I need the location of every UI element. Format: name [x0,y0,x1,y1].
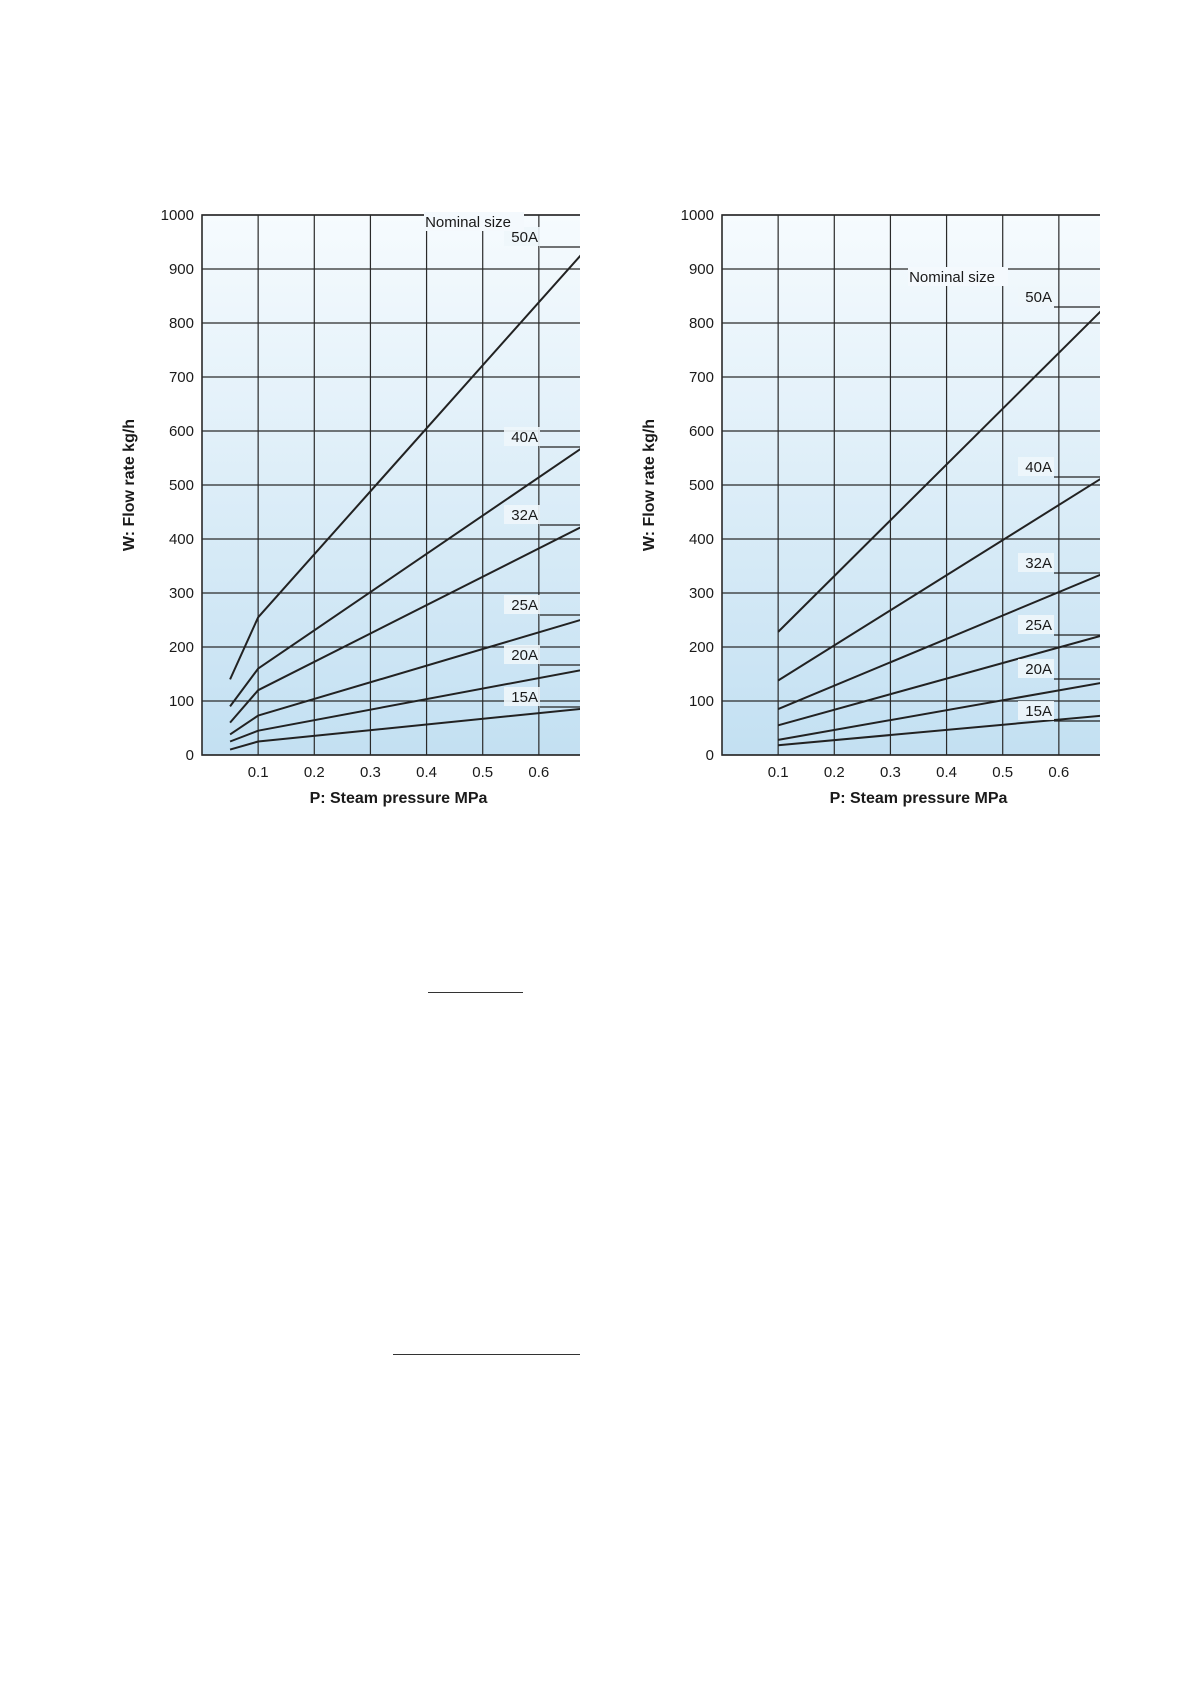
y-axis-label: W: Flow rate kg/h [641,419,658,551]
y-tick-label: 0 [706,747,714,764]
series-line-20a [229,669,580,743]
series-line-20a [777,682,1100,741]
y-tick-label: 800 [169,315,194,332]
y-tick-label: 400 [689,531,714,548]
x-tick-label: 0.4 [936,764,957,781]
y-tick-label: 300 [169,585,194,602]
y-tick-label: 600 [169,423,194,440]
series-label-bg [504,227,540,246]
x-tick-label: 0.5 [992,764,1013,781]
series-label-40a: 40A [1025,459,1052,476]
series-label-bg [504,645,540,664]
flow-rate-chart-right: 0 100 200 300 400 500 600 700 800 900 1000 0.1 0.2 0.… [641,207,1100,807]
series-label-bg [504,427,540,446]
nominal-size-header-bg [424,212,524,231]
series-label-40a: 40A [511,429,538,446]
x-tick-label: 0.4 [416,764,437,781]
y-tick-label: 900 [689,261,714,278]
y-tick-label: 1000 [161,207,194,224]
series-label-25a: 25A [511,597,538,614]
series-label-bg [504,687,540,706]
series-line-15a [778,714,1100,747]
x-axis-label: P: Steam pressure MPa [310,790,488,807]
nominal-size-header-bg [908,267,1008,286]
x-tick-label: 0.1 [768,764,789,781]
series-label-bg [1018,553,1054,572]
y-tick-label: 1000 [681,207,714,224]
series-line-50a [777,310,1100,633]
nominal-size-header: Nominal size [909,269,995,286]
grid [202,214,580,756]
y-tick-label: 100 [689,693,714,710]
x-tick-label: 0.3 [360,764,381,781]
x-tick-label: 0.5 [472,764,493,781]
series-label-50a: 50A [511,229,538,246]
series-label-bg [504,505,540,524]
y-tick-label: 500 [169,477,194,494]
y-axis-label: W: Flow rate kg/h [121,419,138,551]
y-tick-label: 700 [689,369,714,386]
x-tick-label: 0.3 [880,764,901,781]
series-label-bg [1018,287,1054,306]
x-tick-label: 0.6 [1048,764,1069,781]
y-tick-label: 0 [186,747,194,764]
y-tick-label: 400 [169,531,194,548]
series-line-25a [229,619,580,736]
series-line-15a [229,707,580,751]
y-tick-label: 100 [169,693,194,710]
nominal-size-header: Nominal size [425,214,511,231]
series-line-32a [229,526,580,724]
y-tick-label: 600 [689,423,714,440]
y-tick-label: 900 [169,261,194,278]
series-label-bg [1018,615,1054,634]
series-label-50a: 50A [1025,289,1052,306]
series-label-32a: 32A [1025,555,1052,572]
series-line-25a [777,635,1100,727]
series-label-15a: 15A [1025,703,1052,720]
series-line-40a [777,478,1100,682]
underline-rule-2 [393,1354,580,1355]
y-tick-label: 200 [689,639,714,656]
x-tick-label: 0.2 [824,764,845,781]
x-axis-label: P: Steam pressure MPa [830,790,1008,807]
series-label-32a: 32A [511,507,538,524]
series-line-50a [229,254,580,680]
series-label-bg [1018,457,1054,476]
flow-rate-chart-left: 0 100 200 300 400 500 600 700 800 900 1000 0.1 0.2 0.… [121,207,580,807]
series-label-20a: 20A [511,647,538,664]
y-tick-label: 700 [169,369,194,386]
series-line-40a [229,448,580,707]
y-tick-label: 500 [689,477,714,494]
series-line-32a [777,573,1100,711]
y-tick-label: 800 [689,315,714,332]
y-tick-label: 200 [169,639,194,656]
series-label-bg [1018,659,1054,678]
series-label-20a: 20A [1025,661,1052,678]
series-label-25a: 25A [1025,617,1052,634]
underline-rule-1 [428,992,523,993]
series-label-15a: 15A [511,689,538,706]
y-tick-label: 300 [689,585,714,602]
series-label-bg [504,595,540,614]
x-tick-label: 0.6 [528,764,549,781]
series-label-bg [1018,701,1054,720]
x-tick-label: 0.1 [248,764,269,781]
x-tick-label: 0.2 [304,764,325,781]
